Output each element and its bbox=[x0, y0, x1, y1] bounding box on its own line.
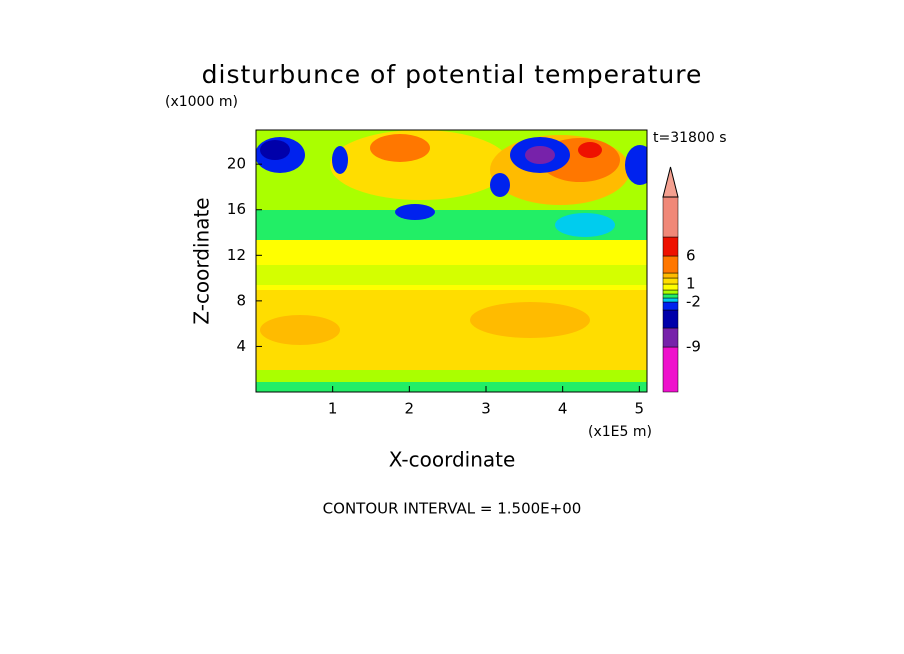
x-tick-label: 4 bbox=[558, 400, 568, 418]
colorbar-segment bbox=[662, 196, 679, 238]
colorbar-segment bbox=[662, 297, 679, 303]
y-unit: (x1000 m) bbox=[165, 94, 238, 110]
colorbar-segment bbox=[662, 277, 679, 285]
y-tick-label: 12 bbox=[227, 246, 246, 264]
colorbar-segment bbox=[662, 272, 679, 279]
colorbar-segment bbox=[662, 327, 679, 348]
colorbar-label: 1 bbox=[686, 275, 696, 293]
x-tick-label: 5 bbox=[635, 400, 645, 418]
plot-frame bbox=[255, 129, 648, 393]
colorbar-label: -9 bbox=[686, 338, 701, 356]
x-tick-label: 2 bbox=[405, 400, 415, 418]
colorbar-segment bbox=[662, 293, 679, 299]
colorbar-segment bbox=[662, 255, 679, 274]
colorbar-label: 6 bbox=[686, 247, 696, 265]
colorbar-arrow bbox=[662, 166, 679, 198]
x-tick-label: 3 bbox=[481, 400, 491, 418]
x-unit: (x1E5 m) bbox=[588, 424, 652, 440]
colorbar-segment bbox=[662, 236, 679, 257]
colorbar-segment bbox=[662, 309, 679, 329]
x-tick-label: 1 bbox=[328, 400, 338, 418]
y-tick-label: 20 bbox=[227, 155, 246, 173]
y-tick-label: 16 bbox=[227, 200, 246, 218]
contour-field bbox=[256, 130, 647, 392]
colorbar-label: -2 bbox=[686, 293, 701, 311]
colorbar-segment bbox=[662, 301, 679, 311]
x-axis-label: X-coordinate bbox=[389, 448, 516, 472]
y-tick-label: 8 bbox=[236, 291, 246, 309]
footer: CONTOUR INTERVAL = 1.500E+00 bbox=[323, 500, 582, 518]
colorbar-segment bbox=[662, 346, 679, 393]
colorbar-segment bbox=[662, 283, 679, 291]
time-label: t=31800 s bbox=[653, 130, 727, 146]
colorbar-segment bbox=[662, 289, 679, 295]
y-tick-label: 4 bbox=[236, 337, 246, 355]
y-axis-label: Z-coordinate bbox=[190, 197, 214, 324]
chart-title: disturbunce of potential temperature bbox=[202, 60, 703, 89]
